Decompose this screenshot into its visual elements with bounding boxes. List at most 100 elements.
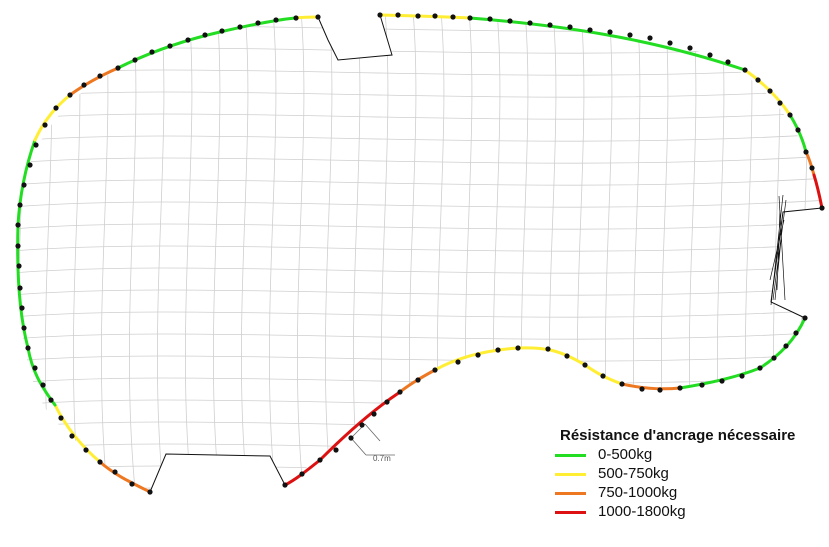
anchor-dot (97, 459, 103, 465)
anchor-dot (273, 17, 279, 23)
anchor-dot (771, 355, 777, 361)
anchor-lines (149, 14, 823, 493)
anchor-dot (487, 16, 493, 22)
anchor-dot (657, 387, 663, 393)
anchor-dot (167, 43, 173, 49)
anchor-dot (282, 482, 288, 488)
mesh-line (157, 15, 171, 492)
edge-segment (378, 13, 472, 20)
mesh-line (409, 15, 423, 492)
mesh-line (17, 221, 822, 231)
anchor-dot (507, 18, 513, 24)
anchor-dot (69, 433, 75, 439)
mesh-line (465, 15, 479, 492)
anchor-dot (707, 52, 713, 58)
anchor-dot (467, 15, 473, 21)
edge-segment (318, 390, 402, 462)
edge-segment (16, 138, 37, 227)
anchor-dot (185, 37, 191, 43)
anchor-dot (527, 20, 533, 26)
anchor-dot (667, 40, 673, 46)
mesh-line (17, 287, 822, 297)
anchor-dot (600, 373, 606, 379)
anchor-dot (767, 88, 773, 94)
anchor-dot (475, 352, 481, 358)
mesh-line (353, 15, 367, 492)
anchor-dot (677, 385, 683, 391)
anchor-dot (32, 365, 38, 371)
legend-item: 500-750kg (555, 465, 829, 483)
mesh-line (241, 15, 255, 492)
anchor-dot (587, 27, 593, 33)
anchor-dot (793, 330, 799, 336)
anchor-dot (739, 373, 745, 379)
anchor-dot (755, 77, 761, 83)
edge-segment (26, 346, 57, 407)
edge-segment (620, 382, 682, 391)
anchor-dot (787, 112, 793, 118)
anchor-dot (42, 122, 48, 128)
anchor-dot (17, 202, 23, 208)
anchor-dot (115, 65, 121, 71)
anchor-dot (639, 386, 645, 392)
anchor-dot (802, 315, 808, 321)
anchor-dot (384, 399, 390, 405)
legend-label: 500-750kg (598, 465, 669, 482)
anchor-dot (237, 24, 243, 30)
anchor-dot (455, 359, 461, 365)
edge-segment (678, 366, 762, 390)
anchor-dot (129, 481, 135, 487)
anchor-dot (48, 397, 54, 403)
legend-swatch-green (555, 453, 586, 457)
edge-segment (788, 113, 808, 154)
legend-label: 750-1000kg (598, 484, 678, 501)
legend-swatch-yellow (555, 472, 586, 476)
mesh-line (45, 15, 59, 492)
mesh-line (213, 15, 227, 492)
anchor-dot (432, 13, 438, 19)
mesh-line (297, 15, 311, 492)
anchor-dot (547, 22, 553, 28)
anchor-dot (83, 447, 89, 453)
edge-segment (68, 66, 120, 97)
dimension-marker (350, 423, 395, 456)
anchor-dot (377, 12, 383, 18)
anchor-dot (619, 381, 625, 387)
anchor-dot (757, 365, 763, 371)
mesh-line (17, 243, 822, 253)
anchor-dot (432, 367, 438, 373)
anchor-dot (627, 32, 633, 38)
anchor-dot (58, 415, 64, 421)
anchor-dot (515, 345, 521, 351)
top-notch-anchor (317, 14, 393, 61)
anchor-dot (699, 382, 705, 388)
edge-segment (468, 16, 747, 72)
anchor-dot (15, 243, 21, 249)
legend-title: Résistance d'ancrage nécessaire (560, 427, 796, 444)
anchor-dot (371, 411, 377, 417)
anchor-dot (545, 346, 551, 352)
anchor-dot (647, 35, 653, 41)
anchor-dot (582, 362, 588, 368)
anchor-dot (687, 45, 693, 51)
mesh-line (325, 15, 339, 492)
anchor-dot (415, 13, 421, 19)
mesh-line (0, 2, 829, 10)
mesh-line (17, 89, 822, 99)
mesh-line (129, 15, 143, 492)
anchor-dot (15, 222, 21, 228)
dimension-label: 0.7m (373, 454, 391, 463)
anchor-dot (293, 15, 299, 21)
legend-swatch-orange (555, 491, 586, 495)
legend-item: 750-1000kg (555, 484, 829, 502)
anchor-dot (564, 353, 570, 359)
anchor-dot (803, 149, 809, 155)
anchor-dot (395, 12, 401, 18)
anchor-dot (17, 285, 23, 291)
anchor-dot (219, 28, 225, 34)
edge-segment (433, 346, 520, 372)
anchor-dot (415, 377, 421, 383)
mesh-line (17, 177, 822, 187)
anchor-dot (607, 29, 613, 35)
